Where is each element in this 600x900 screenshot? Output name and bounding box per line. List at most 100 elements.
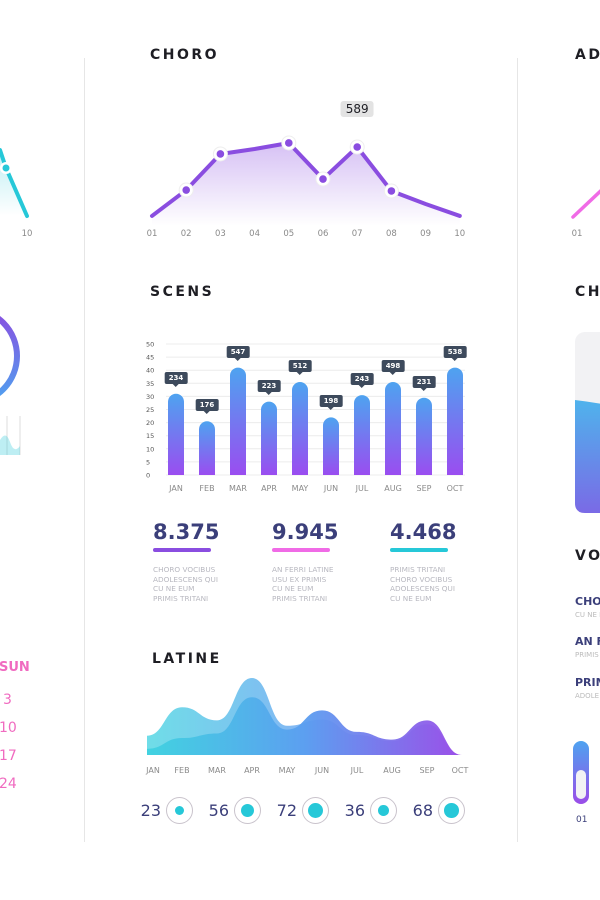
divider-left (84, 58, 85, 842)
right-pill-label: 01 (576, 815, 588, 825)
stat-card: 8.375 CHORO VOCIBUS ADOLESCENS QUI CU NE … (153, 520, 219, 603)
area-x-tick: OCT (451, 766, 469, 775)
calendar-day[interactable]: 10 (0, 720, 17, 736)
calendar-day[interactable]: 17 (0, 748, 17, 764)
line-point[interactable] (353, 143, 361, 151)
bar-data-label: 243 (350, 373, 374, 389)
bar-data-label: 198 (319, 395, 343, 411)
bar[interactable] (292, 381, 308, 475)
bar[interactable] (261, 401, 277, 475)
stat-description: CHORO VOCIBUS ADOLESCENS QUI CU NE EUM P… (153, 565, 219, 603)
gauge-ring (370, 797, 397, 824)
bar-data-label-text: 231 (416, 377, 432, 386)
calendar-day[interactable]: 3 (3, 692, 12, 708)
bar-data-label: 547 (226, 345, 250, 361)
stat-underline (390, 548, 448, 552)
bar-data-label-pointer (390, 371, 396, 375)
line-chart-title: CHORO (150, 47, 220, 63)
line-highlight-tooltip: 589 (340, 101, 374, 117)
tooltip-value: 589 (345, 102, 369, 116)
bar-x-tick: APR (261, 484, 277, 493)
right-partial-graphics (571, 189, 600, 804)
bar-y-tick: 50 (146, 341, 154, 349)
calendar-day[interactable]: 24 (0, 776, 17, 792)
right-line (571, 189, 600, 219)
gauge-dot (307, 802, 324, 819)
bar[interactable] (447, 367, 463, 475)
bar-data-label-pointer (328, 407, 334, 411)
right-card-fill (575, 400, 600, 513)
area-chart-title: LATINE (152, 651, 222, 667)
area-x-tick: JUN (314, 766, 330, 775)
right-title-3: VOC (575, 548, 600, 564)
right-title-1: ADO (575, 47, 600, 63)
bar[interactable] (323, 417, 339, 475)
area-x-tick: JUL (350, 766, 364, 775)
gauge-value: 72 (276, 801, 297, 820)
gauge-item[interactable]: 68 (407, 797, 465, 824)
right-list-title: CHOR (575, 595, 600, 608)
area-chart (147, 678, 462, 755)
bar-data-label-text: 234 (168, 373, 184, 382)
bar[interactable] (416, 397, 432, 475)
gauge-dot (378, 805, 389, 816)
bar-data-label: 498 (381, 359, 405, 375)
bar-data-label-text: 538 (447, 347, 463, 356)
bar-data-label-text: 547 (230, 347, 246, 356)
bar-x-tick: AUG (384, 484, 402, 493)
bar-data-label-pointer (204, 411, 210, 415)
bar-x-tick: JUL (355, 484, 369, 493)
bar-data-label: 538 (443, 345, 467, 361)
area-series-2 (147, 697, 462, 755)
bar-data-label-text: 176 (199, 401, 215, 410)
line-point[interactable] (216, 150, 225, 158)
stat-card: 4.468 PRIMIS TRITANI CHORO VOCIBUS ADOLES… (390, 520, 456, 603)
right-list-sub: PRIMIS (575, 651, 599, 659)
bar[interactable] (385, 381, 401, 475)
line-x-tick: 04 (249, 229, 261, 239)
bar-y-tick: 25 (146, 406, 154, 414)
area-x-tick: JAN (146, 766, 160, 775)
stat-value: 9.945 (272, 520, 339, 544)
bar-data-label-pointer (173, 383, 179, 387)
left-line-area (0, 150, 27, 216)
gauge-ring (166, 797, 193, 824)
gauge-item[interactable]: 72 (271, 797, 329, 824)
line-x-tick: 08 (385, 229, 397, 239)
gauge-item[interactable]: 56 (203, 797, 261, 824)
line-point[interactable] (387, 187, 396, 195)
bar-x-tick: OCT (446, 484, 464, 493)
bar-data-label: 176 (195, 399, 219, 415)
stat-value: 4.468 (390, 520, 457, 544)
calendar-header-sun: SUN (0, 660, 30, 675)
line-point[interactable] (319, 175, 327, 183)
bar-data-label: 231 (412, 375, 436, 391)
left-mini-area (0, 435, 20, 455)
bar[interactable] (354, 395, 370, 475)
right-list-title: AN F (575, 635, 600, 648)
bar-y-tick: 35 (146, 380, 154, 388)
left-line-tick: 10 (21, 229, 33, 239)
bar[interactable] (230, 367, 246, 475)
bar-x-tick: MAY (291, 484, 309, 493)
line-series (150, 140, 462, 218)
right-title-2: CHO (575, 284, 600, 300)
area-x-tick: AUG (383, 766, 401, 775)
stat-description: PRIMIS TRITANI CHORO VOCIBUS ADOLESCENS … (390, 565, 456, 603)
gauge-item[interactable]: 23 (135, 797, 193, 824)
bar-x-tick: JAN (169, 484, 183, 493)
right-list-title: PRIM (575, 676, 600, 689)
gauge-item[interactable]: 36 (339, 797, 397, 824)
line-point[interactable] (285, 139, 293, 147)
line-point[interactable] (182, 186, 190, 194)
area-x-tick: MAR (208, 766, 226, 775)
bar-y-tick: 30 (146, 393, 154, 401)
area-x-tick: FEB (174, 766, 190, 775)
gauge-dot (175, 806, 184, 815)
bar[interactable] (168, 393, 184, 475)
line-x-tick: 03 (214, 229, 226, 239)
bar[interactable] (199, 421, 215, 475)
line-area-fill (152, 142, 460, 226)
bar-data-label-text: 223 (261, 381, 277, 390)
right-list-sub: CU NE E (575, 611, 600, 619)
